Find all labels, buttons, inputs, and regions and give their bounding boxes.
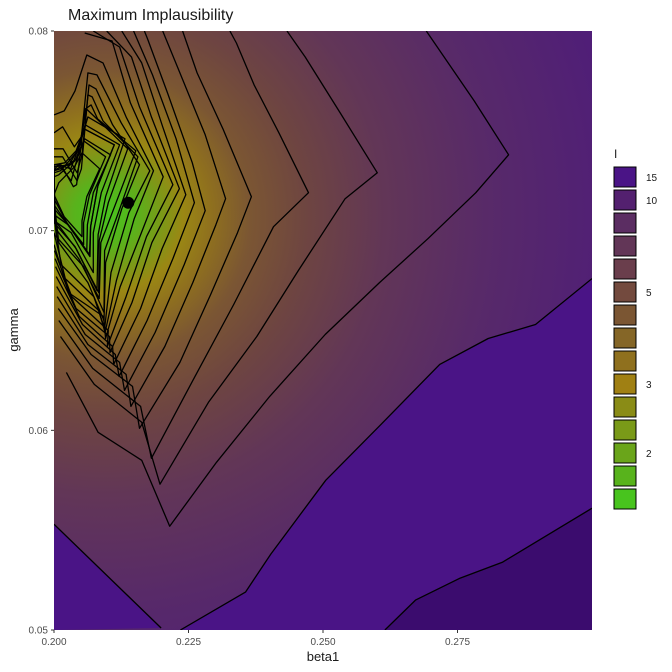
legend-key — [613, 281, 637, 303]
legend-label: 2 — [646, 449, 652, 460]
contour-line — [54, 138, 112, 252]
contour-line — [384, 507, 592, 630]
contour-line — [54, 523, 162, 629]
y-axis-title: gamma — [6, 308, 21, 352]
legend-key — [613, 419, 637, 441]
legend-key — [613, 304, 637, 326]
legend-label: 5 — [646, 288, 652, 299]
contour-line — [54, 152, 101, 238]
legend-title: I — [614, 147, 617, 161]
legend-key — [613, 166, 637, 188]
contour-line — [54, 31, 174, 348]
legend-keys: 15 10 5 3 2 — [613, 166, 658, 510]
legend-key — [613, 235, 637, 257]
contour-region — [384, 508, 592, 630]
legend-label: 3 — [646, 380, 652, 391]
x-tick-label: 0.225 — [176, 637, 201, 648]
legend-label: 10 — [646, 196, 658, 207]
y-tick-label: 0.06 — [29, 426, 49, 437]
legend-key — [613, 373, 637, 395]
x-axis-ticks: 0.200 0.225 0.250 0.275 — [41, 630, 470, 648]
contour-line — [55, 31, 187, 366]
legend-key — [613, 465, 637, 487]
contour-lines — [54, 31, 592, 630]
y-tick-label: 0.05 — [29, 626, 49, 637]
plot-panel — [54, 31, 592, 630]
contour-line — [180, 278, 592, 630]
legend-label: 15 — [646, 173, 658, 184]
contour-line — [54, 31, 181, 354]
contour-line — [55, 31, 196, 378]
contour-line — [65, 31, 510, 527]
chart-title: Maximum Implausibility — [68, 7, 233, 24]
y-axis-ticks: 0.05 0.06 0.07 0.08 — [29, 27, 54, 637]
legend-key — [613, 327, 637, 349]
y-tick-label: 0.07 — [29, 226, 49, 237]
y-tick-label: 0.08 — [29, 27, 49, 38]
contour-line — [54, 140, 107, 246]
contour-line — [58, 31, 310, 459]
x-tick-label: 0.250 — [310, 637, 335, 648]
legend: I 15 10 5 3 2 — [613, 147, 658, 510]
contour-line — [54, 116, 126, 292]
x-axis-title: beta1 — [307, 649, 340, 664]
legend-key — [613, 442, 637, 464]
contour-line — [54, 32, 164, 340]
x-tick-label: 0.275 — [445, 637, 470, 648]
contour-line — [59, 31, 378, 485]
minimum-point — [122, 196, 135, 209]
legend-key — [613, 189, 637, 211]
legend-key — [613, 258, 637, 280]
legend-key — [613, 396, 637, 418]
x-tick-label: 0.200 — [41, 637, 66, 648]
contour-line — [54, 104, 137, 300]
contour-region — [180, 278, 592, 630]
contour-line — [56, 31, 206, 392]
legend-key — [613, 488, 637, 510]
legend-key — [613, 350, 637, 372]
legend-key — [613, 212, 637, 234]
